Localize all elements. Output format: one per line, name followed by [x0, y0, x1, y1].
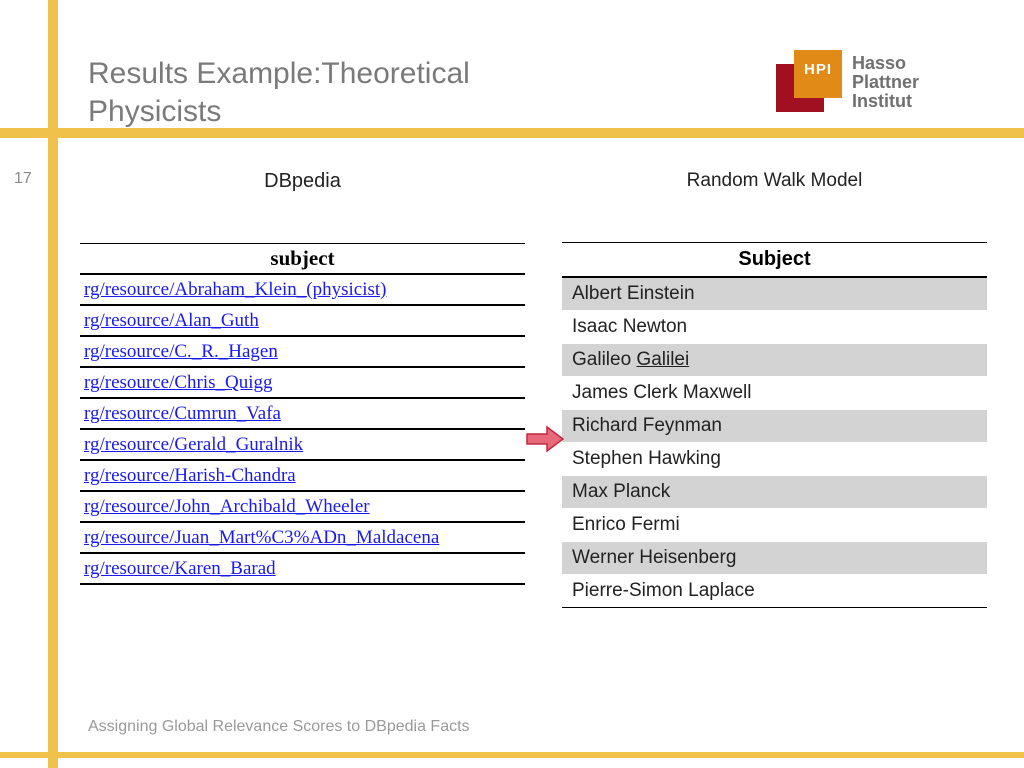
- slide-footer: Assigning Global Relevance Scores to DBp…: [88, 718, 470, 736]
- dbpedia-link[interactable]: rg/resource/Juan_Mart%C3%ADn_Maldacena: [84, 527, 439, 548]
- dbpedia-cell: rg/resource/C._R._Hagen: [80, 336, 525, 367]
- dbpedia-cell: rg/resource/Cumrun_Vafa: [80, 398, 525, 429]
- dbpedia-link[interactable]: rg/resource/Harish-Chandra: [84, 465, 296, 486]
- title-line-2: Physicists: [88, 95, 221, 128]
- dbpedia-row: rg/resource/Alan_Guth: [80, 305, 525, 336]
- dbpedia-row: rg/resource/Gerald_Guralnik: [80, 429, 525, 460]
- dbpedia-row: rg/resource/Chris_Quigg: [80, 367, 525, 398]
- dbpedia-row: rg/resource/Cumrun_Vafa: [80, 398, 525, 429]
- random-walk-row: Isaac Newton: [562, 311, 987, 344]
- horizontal-accent-bar-bottom: [0, 752, 1024, 758]
- title-line-1: Results Example:Theoretical: [88, 57, 470, 90]
- dbpedia-cell: rg/resource/Karen_Barad: [80, 553, 525, 584]
- random-walk-cell: James Clerk Maxwell: [562, 377, 987, 410]
- dbpedia-cell: rg/resource/Harish-Chandra: [80, 460, 525, 491]
- dbpedia-link[interactable]: rg/resource/Gerald_Guralnik: [84, 434, 303, 455]
- dbpedia-link[interactable]: rg/resource/C._R._Hagen: [84, 341, 278, 362]
- dbpedia-title: DBpedia: [80, 170, 525, 193]
- vertical-accent-bar: [48, 0, 58, 768]
- random-walk-row: Enrico Fermi: [562, 509, 987, 542]
- dbpedia-row: rg/resource/Juan_Mart%C3%ADn_Maldacena: [80, 522, 525, 553]
- hpi-logo: HPI Hasso Plattner Institut: [776, 50, 986, 120]
- dbpedia-row: rg/resource/Abraham_Klein_(physicist): [80, 274, 525, 305]
- dbpedia-link[interactable]: rg/resource/Alan_Guth: [84, 310, 259, 331]
- random-walk-row: Galileo Galilei: [562, 344, 987, 377]
- random-walk-cell: Galileo Galilei: [562, 344, 987, 377]
- dbpedia-cell: rg/resource/Chris_Quigg: [80, 367, 525, 398]
- dbpedia-cell: rg/resource/Gerald_Guralnik: [80, 429, 525, 460]
- dbpedia-row: rg/resource/C._R._Hagen: [80, 336, 525, 367]
- random-walk-column: Random Walk Model Subject Albert Einstei…: [562, 170, 987, 608]
- highlight-arrow-icon: [525, 424, 565, 454]
- dbpedia-row: rg/resource/Karen_Barad: [80, 553, 525, 584]
- random-walk-cell: Werner Heisenberg: [562, 542, 987, 575]
- random-walk-cell: Isaac Newton: [562, 311, 987, 344]
- dbpedia-row: rg/resource/Harish-Chandra: [80, 460, 525, 491]
- dbpedia-link[interactable]: rg/resource/John_Archibald_Wheeler: [84, 496, 370, 517]
- random-walk-row: Richard Feynman: [562, 410, 987, 443]
- random-walk-header: Subject: [562, 243, 987, 278]
- dbpedia-cell: rg/resource/Juan_Mart%C3%ADn_Maldacena: [80, 522, 525, 553]
- random-walk-title: Random Walk Model: [562, 170, 987, 192]
- random-walk-cell: Stephen Hawking: [562, 443, 987, 476]
- random-walk-row: Stephen Hawking: [562, 443, 987, 476]
- dbpedia-header: subject: [80, 244, 525, 275]
- dbpedia-cell: rg/resource/John_Archibald_Wheeler: [80, 491, 525, 522]
- random-walk-cell: Max Planck: [562, 476, 987, 509]
- page-number: 17: [14, 170, 32, 188]
- dbpedia-table: subject rg/resource/Abraham_Klein_(physi…: [80, 243, 525, 585]
- dbpedia-link[interactable]: rg/resource/Karen_Barad: [84, 558, 276, 579]
- random-walk-cell: Richard Feynman: [562, 410, 987, 443]
- dbpedia-cell: rg/resource/Alan_Guth: [80, 305, 525, 336]
- dbpedia-cell: rg/resource/Abraham_Klein_(physicist): [80, 274, 525, 305]
- random-walk-cell: Enrico Fermi: [562, 509, 987, 542]
- random-walk-row: Albert Einstein: [562, 277, 987, 311]
- random-walk-cell: Albert Einstein: [562, 277, 987, 311]
- random-walk-cell: Pierre-Simon Laplace: [562, 575, 987, 608]
- logo-institute-name: Hasso Plattner Institut: [852, 54, 919, 111]
- random-walk-row: James Clerk Maxwell: [562, 377, 987, 410]
- dbpedia-link[interactable]: rg/resource/Abraham_Klein_(physicist): [84, 279, 387, 300]
- dbpedia-link[interactable]: rg/resource/Cumrun_Vafa: [84, 403, 281, 424]
- slide-title: Results Example:Theoretical Physicists: [88, 55, 470, 130]
- logo-abbr: HPI: [804, 61, 832, 78]
- random-walk-row: Max Planck: [562, 476, 987, 509]
- random-walk-row: Werner Heisenberg: [562, 542, 987, 575]
- random-walk-row: Pierre-Simon Laplace: [562, 575, 987, 608]
- dbpedia-link[interactable]: rg/resource/Chris_Quigg: [84, 372, 273, 393]
- dbpedia-row: rg/resource/John_Archibald_Wheeler: [80, 491, 525, 522]
- random-walk-table: Subject Albert EinsteinIsaac NewtonGalil…: [562, 242, 987, 608]
- dbpedia-column: DBpedia subject rg/resource/Abraham_Klei…: [80, 170, 525, 585]
